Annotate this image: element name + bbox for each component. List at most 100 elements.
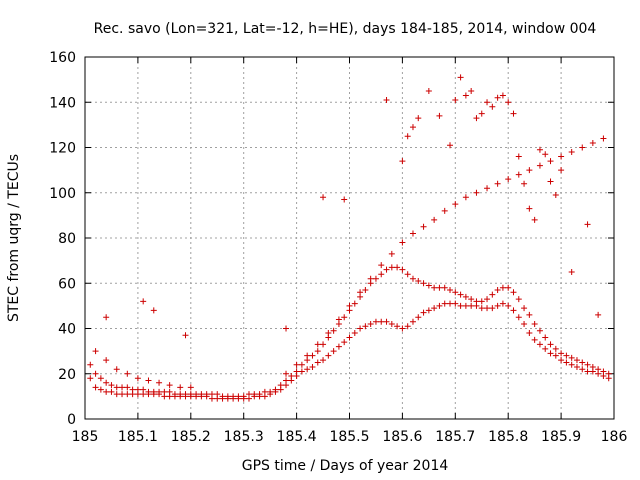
data-point: [256, 391, 263, 398]
data-point: [510, 289, 517, 296]
data-point: [431, 305, 438, 312]
data-point: [124, 384, 131, 391]
data-point: [325, 352, 332, 359]
data-point: [108, 388, 115, 395]
y-tick-label: 60: [58, 276, 76, 292]
data-point: [579, 359, 586, 366]
data-point: [494, 94, 501, 101]
data-point: [542, 151, 549, 158]
data-point: [584, 221, 591, 228]
data-point: [166, 388, 173, 395]
x-tick-label: 185.6: [382, 429, 422, 445]
data-point: [415, 314, 422, 321]
data-point: [383, 266, 390, 273]
data-point: [113, 391, 120, 398]
data-point: [309, 352, 316, 359]
data-point: [436, 284, 443, 291]
data-point: [547, 341, 554, 348]
axis-ticks: [84, 56, 615, 420]
data-point: [119, 391, 126, 398]
data-point: [362, 323, 369, 330]
data-point: [409, 318, 416, 325]
data-point: [103, 357, 110, 364]
data-point: [462, 92, 469, 99]
data-point: [494, 302, 501, 309]
data-point: [499, 300, 506, 307]
data-point: [245, 391, 252, 398]
y-tick-label: 20: [58, 367, 76, 383]
data-point: [357, 325, 364, 332]
data-point: [420, 223, 427, 230]
data-point: [542, 345, 549, 352]
data-point: [510, 110, 517, 117]
data-point: [367, 320, 374, 327]
data-point: [462, 302, 469, 309]
data-point: [145, 377, 152, 384]
y-tick-labels: 0 20 40 60 80 100 120 140 160: [49, 50, 76, 428]
data-point: [251, 391, 258, 398]
data-point: [309, 363, 316, 370]
data-point: [378, 262, 385, 269]
data-point: [425, 282, 432, 289]
data-point: [320, 357, 327, 364]
data-point: [589, 363, 596, 370]
data-point: [320, 194, 327, 201]
data-point: [388, 250, 395, 257]
data-point: [171, 391, 178, 398]
data-point: [478, 305, 485, 312]
data-point: [558, 153, 565, 160]
data-point: [468, 87, 475, 94]
x-tick-label: 185.1: [118, 429, 158, 445]
data-point: [404, 323, 411, 330]
data-point: [573, 357, 580, 364]
data-point: [484, 296, 491, 303]
data-point: [568, 361, 575, 368]
data-point: [558, 357, 565, 364]
data-point: [473, 189, 480, 196]
data-point: [542, 334, 549, 341]
data-point: [515, 153, 522, 160]
data-point: [351, 330, 358, 337]
data-point: [372, 318, 379, 325]
x-tick-label: 185.3: [224, 429, 264, 445]
data-point: [457, 74, 464, 81]
data-point: [595, 311, 602, 318]
data-point: [526, 205, 533, 212]
data-point: [304, 352, 311, 359]
data-point: [552, 345, 559, 352]
data-point: [283, 325, 290, 332]
data-point: [536, 327, 543, 334]
data-point: [304, 366, 311, 373]
data-point: [462, 194, 469, 201]
data-point: [187, 391, 194, 398]
data-point: [293, 361, 300, 368]
data-point: [436, 112, 443, 119]
data-point: [92, 384, 99, 391]
data-point: [325, 330, 332, 337]
data-point: [214, 391, 221, 398]
data-point: [447, 300, 454, 307]
data-point: [314, 359, 321, 366]
data-point: [182, 391, 189, 398]
data-point: [573, 363, 580, 370]
data-point: [473, 298, 480, 305]
data-point: [97, 375, 104, 382]
data-point: [447, 287, 454, 294]
data-point: [563, 359, 570, 366]
data-point: [515, 296, 522, 303]
data-point: [409, 124, 416, 131]
data-point: [558, 167, 565, 174]
x-tick-labels: 185 185.1 185.2 185.3 185.4 185.5 185.6 185.7 18…: [72, 429, 628, 445]
data-point: [489, 305, 496, 312]
data-point: [335, 316, 342, 323]
y-tick-label: 40: [58, 322, 76, 338]
data-point: [140, 386, 147, 393]
data-point: [283, 370, 290, 377]
data-point: [457, 302, 464, 309]
data-point: [452, 201, 459, 208]
data-point: [230, 393, 237, 400]
y-axis-label: STEC from uqrg / TECUs: [6, 154, 22, 322]
data-point: [341, 196, 348, 203]
data-point: [108, 382, 115, 389]
